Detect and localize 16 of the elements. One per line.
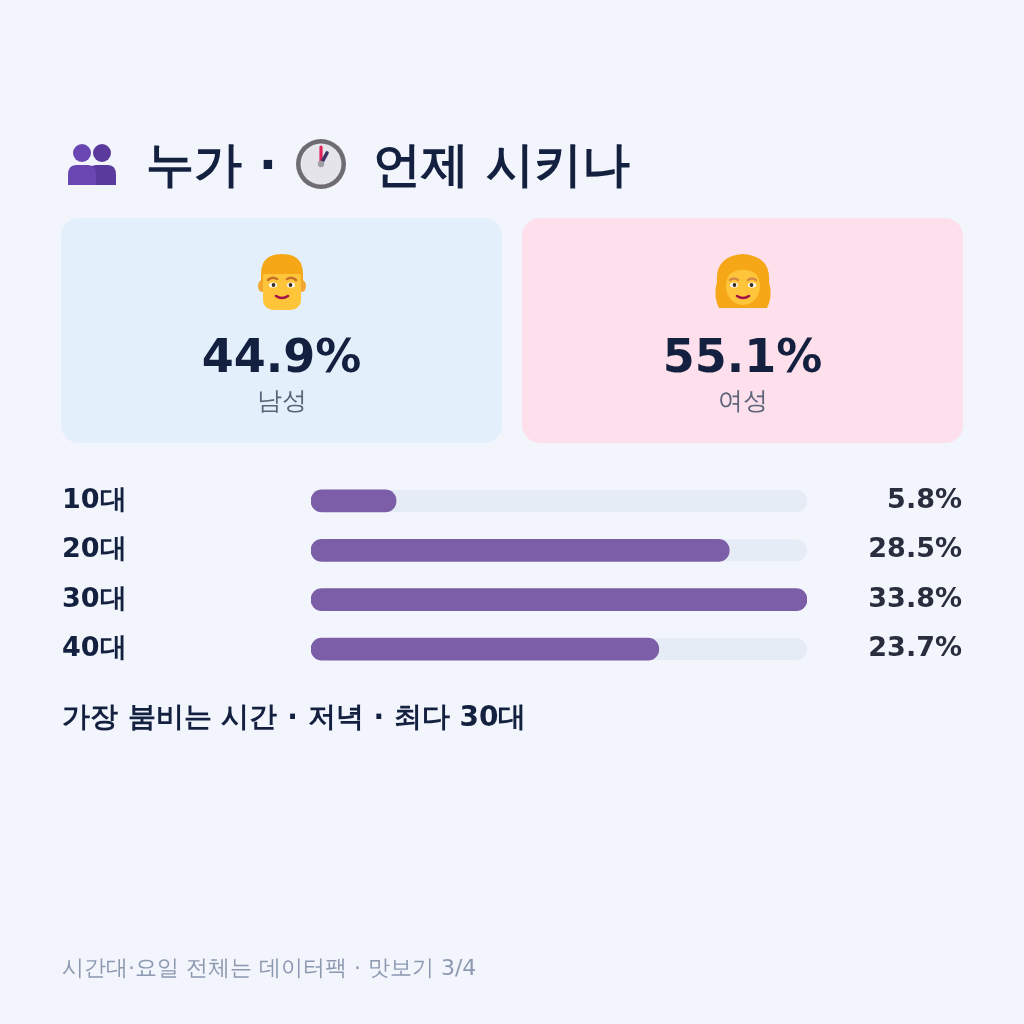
text: 시간대·요일 전체는 데이터팩 · 맛보기 3/4: [62, 955, 477, 980]
y-tick-label: 20대: [62, 532, 127, 564]
text: 55.1%: [662, 329, 823, 383]
text: 여성: [717, 386, 768, 415]
text: 가장 붐비는 시간 · 저녁 · 최다 30대: [62, 700, 527, 733]
data-label: 28.5%: [868, 532, 962, 564]
text: 남성: [256, 386, 307, 415]
data-label: 23.7%: [868, 631, 962, 663]
y-tick-label: 30대: [62, 581, 127, 613]
data-label: 5.8%: [887, 482, 962, 514]
data-label: 33.8%: [868, 581, 962, 613]
bar: [311, 489, 397, 513]
text: 44.9%: [201, 329, 362, 383]
y-tick-label: 10대: [62, 482, 127, 514]
y-tick-label: 40대: [62, 631, 127, 663]
chart-title: 누가 · 언제 시키나: [146, 136, 630, 192]
